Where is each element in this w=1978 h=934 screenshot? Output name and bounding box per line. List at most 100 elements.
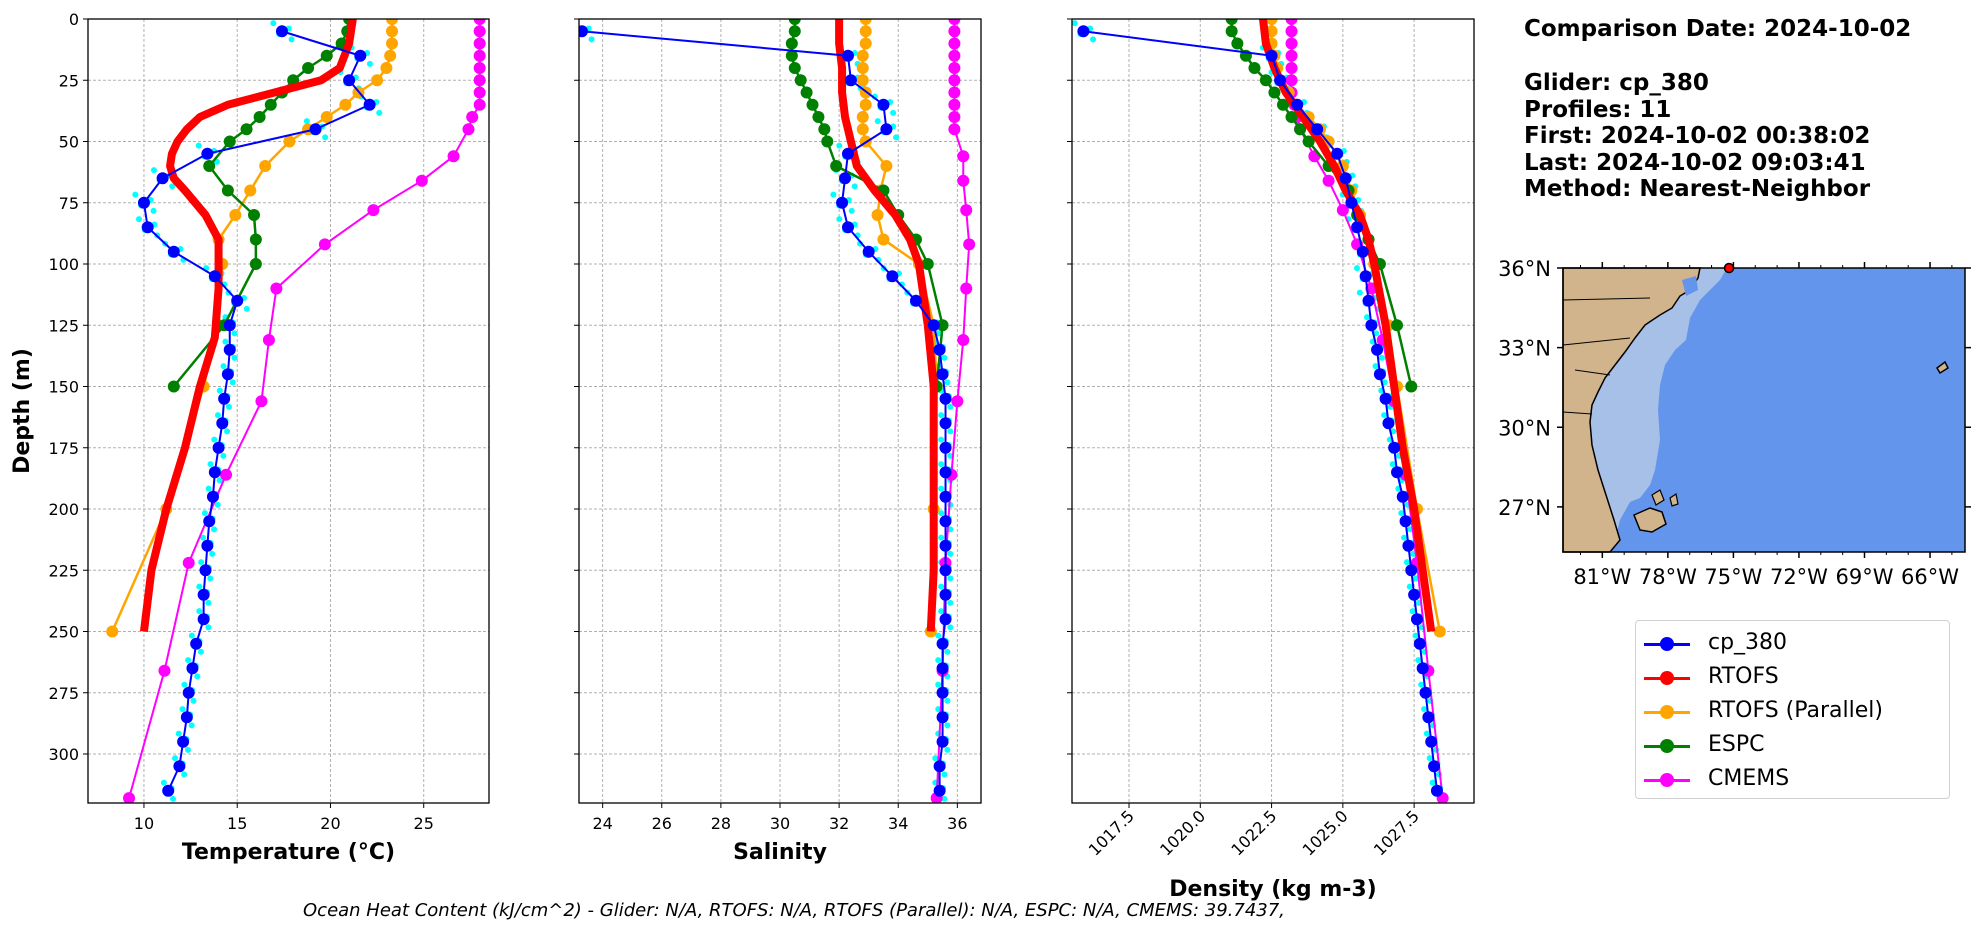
data-point (141, 221, 154, 234)
data-point (473, 49, 486, 62)
data-point (856, 62, 869, 74)
x-axis-label: Temperature (°C) (182, 840, 395, 865)
data-point (386, 25, 399, 38)
legend-item-espc: ESPC (1636, 729, 1949, 763)
map-lon-label: 66°W (1901, 565, 1959, 589)
data-point (1285, 25, 1298, 38)
data-point (221, 368, 234, 381)
x-tick-label: 15 (227, 814, 247, 833)
glider-raw-point (890, 109, 897, 116)
series-line (139, 19, 357, 632)
data-point (1285, 19, 1298, 25)
data-point (462, 123, 475, 136)
data-point (1268, 86, 1281, 99)
glider-raw-point (1401, 534, 1408, 541)
location-map: 36°N 33°N 30°N 27°N 81°W 78°W 75°W 72°W 69°W 66°W (1498, 257, 1971, 589)
glider-raw-point (216, 387, 223, 394)
y-tick-label: 275 (48, 684, 79, 703)
data-point (936, 637, 949, 650)
data-point (167, 380, 180, 393)
data-point (880, 123, 893, 136)
data-point (106, 625, 119, 638)
series-line (835, 19, 938, 632)
profile-panel-3: 1017.5 1020.0 1022.5 1025.0 1027.5 Density (k… (1067, 18, 1475, 902)
glider-raw-point (376, 109, 383, 116)
data-point (1396, 490, 1409, 503)
data-point (579, 25, 588, 38)
glider-raw-point (1378, 354, 1385, 361)
glider-raw-point (588, 36, 595, 43)
data-point (1388, 441, 1401, 454)
glider-raw-point (188, 632, 195, 639)
data-point (123, 792, 136, 803)
data-point (794, 74, 807, 87)
data-point (473, 37, 486, 50)
data-point (933, 760, 946, 773)
series-espc (1225, 19, 1418, 393)
data-point (844, 74, 857, 87)
data-point (371, 74, 384, 87)
glider-raw-point (211, 526, 218, 533)
glider-raw-point (181, 771, 188, 778)
data-point (1285, 37, 1298, 50)
glider-raw-point (243, 305, 250, 312)
data-point (957, 150, 970, 163)
glider-raw-point (944, 746, 951, 753)
series-cmems (123, 19, 486, 803)
glider-raw-point (570, 20, 576, 26)
data-point (190, 637, 203, 650)
data-point (177, 735, 190, 748)
data-point (1408, 588, 1421, 601)
data-point (871, 209, 884, 221)
y-tick-label: 300 (48, 745, 79, 764)
data-point (208, 270, 221, 283)
glider-raw-point (196, 608, 203, 615)
data-point (859, 25, 872, 38)
series-espc (785, 19, 949, 393)
data-point (856, 74, 869, 87)
data-point (283, 135, 296, 148)
data-point (363, 98, 376, 111)
map-lon-label: 69°W (1836, 565, 1894, 589)
ohc-text: Ocean Heat Content (kJ/cm^2) - Glider: N… (303, 900, 1285, 921)
x-tick-label: 24 (592, 814, 612, 833)
data-point (1225, 19, 1238, 25)
data-point (939, 490, 952, 503)
glider-raw-point (1409, 608, 1416, 615)
data-point (1430, 784, 1443, 797)
map-land-us (1562, 267, 1701, 553)
data-point (473, 62, 486, 74)
data-point (806, 98, 819, 111)
glider-raw-point (175, 730, 182, 737)
glider-raw-point (938, 461, 945, 468)
glider-location-marker (1723, 262, 1735, 274)
y-tick-label: 75 (59, 194, 79, 213)
data-point (1225, 25, 1238, 38)
glider-raw-point (136, 216, 143, 223)
data-point (473, 74, 486, 87)
glider-raw-point (1415, 657, 1422, 664)
data-point (203, 515, 216, 528)
data-point (836, 196, 849, 209)
data-point (1285, 49, 1298, 62)
data-point (921, 258, 934, 270)
series-espc (167, 19, 356, 393)
glider-raw-point (1072, 20, 1078, 27)
glider-raw-point (209, 550, 216, 557)
data-point (939, 441, 952, 454)
glider-raw-point (851, 183, 858, 190)
legend-marker-swatch (1660, 671, 1674, 685)
glider-raw-point (184, 746, 191, 753)
data-point (386, 37, 399, 50)
data-point (948, 62, 961, 74)
glider-raw-point (947, 403, 954, 410)
data-point (1294, 123, 1307, 136)
data-point (939, 539, 952, 552)
map-bermuda (1936, 360, 1949, 375)
data-point (182, 686, 195, 699)
glider-raw-point (198, 559, 205, 566)
x-tick-label: 10 (134, 814, 154, 833)
x-tick-label: 1020.0 (1156, 806, 1209, 859)
legend-item-rtofs-parallel-: RTOFS (Parallel) (1636, 695, 1949, 729)
data-point (249, 258, 262, 270)
